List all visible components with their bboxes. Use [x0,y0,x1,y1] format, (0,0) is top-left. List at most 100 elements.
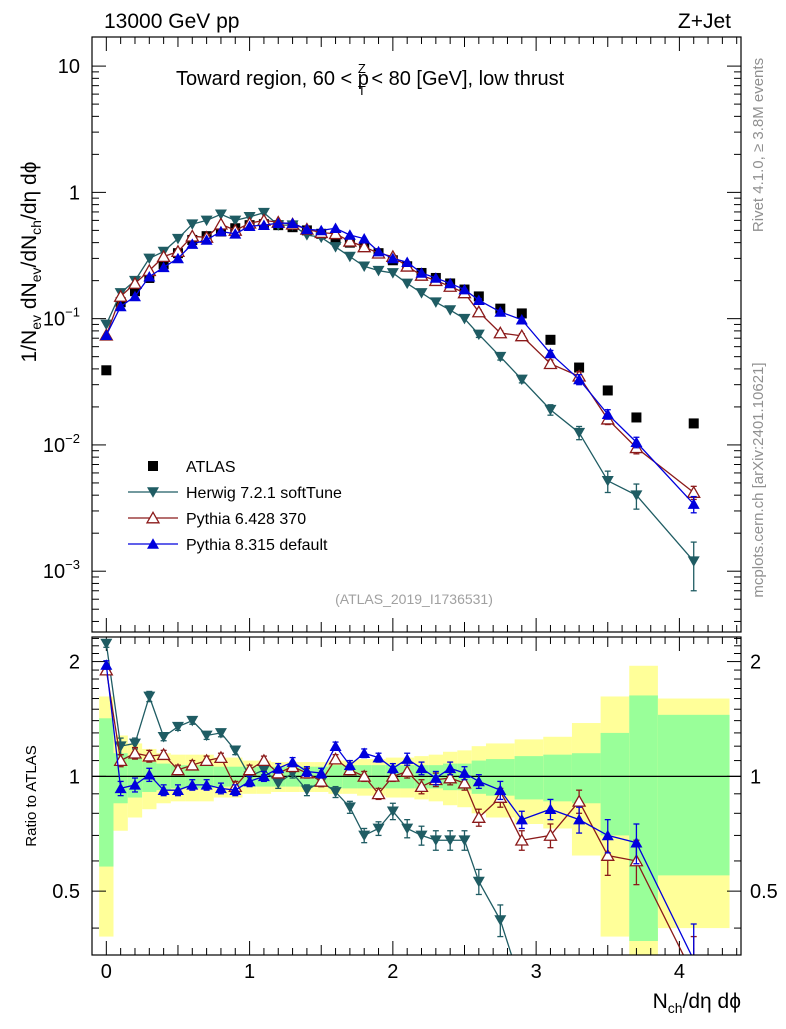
ratio-point-herwig-7-2-1-softtune [272,778,285,789]
ratio-point-pythia-8-315-default [343,759,356,770]
ratio-point-herwig-7-2-1-softtune [343,802,356,813]
ratio-point-pythia-8-315-default [372,751,385,763]
ratio-band-inner-bin [99,718,114,867]
main-point-pythia-8-315-default [329,222,342,234]
ratio-point-pythia-6-428-370 [457,776,472,789]
legend: ATLAS Herwig 7.2.1 softTune Pythia 6.428 3… [128,459,342,554]
ratio-point-pythia-8-315-default [386,762,399,774]
main-point-herwig-7-2-1-softtune [229,215,242,227]
ratio-point-pythia-8-315-default [458,767,471,778]
main-point-pythia-6-428-370 [543,356,558,370]
ratio-point-herwig-7-2-1-softtune [458,835,471,846]
x-axis-label: Nch/dη dϕ [653,990,741,1016]
ratio-point-pythia-8-315-default [573,813,586,825]
main-point-pythia-8-315-default [630,436,643,448]
ratio-line-herwig-7-2-1-softtune [105,643,513,955]
ratio-point-herwig-7-2-1-softtune [372,823,385,835]
ratio-point-pythia-6-428-370 [199,753,214,767]
ratio-point-pythia-8-315-default [229,784,242,795]
ratio-point-pythia-6-428-370 [156,747,171,761]
main-point-atlas [101,365,112,376]
main-point-atlas [545,334,556,345]
main-point-herwig-7-2-1-softtune [171,233,184,245]
ratio-point-pythia-6-428-370 [443,771,458,784]
x-tick-label: 1 [244,961,255,983]
ratio-y-tick-label-left: 2 [69,652,80,674]
ratio-point-pythia-6-428-370 [414,779,429,793]
ratio-point-pythia-6-428-370 [213,750,229,764]
main-point-herwig-7-2-1-softtune [472,329,485,341]
x-tick-label: 3 [531,961,542,983]
ratio-point-pythia-6-428-370 [543,828,558,841]
ratio-point-pythia-6-428-370 [600,848,615,861]
ratio-point-pythia-8-315-default [315,767,328,778]
ratio-point-pythia-6-428-370 [357,769,372,782]
legend-marker-herwig-7-2-1-softtune [147,487,159,498]
main-y-tick-label: 1 [69,182,80,204]
ratio-y-tick-label-right: 1 [750,766,761,788]
ratio-point-pythia-6-428-370 [328,752,343,765]
main-point-pythia-8-315-default [343,229,356,240]
main-point-pythia-6-428-370 [471,304,486,318]
ratio-y-tick-label-right: 0.5 [750,881,778,903]
ratio-point-pythia-8-315-default [157,784,170,795]
ratio-point-herwig-7-2-1-softtune [257,765,270,776]
main-point-atlas [602,385,613,396]
main-point-pythia-8-315-default [186,238,199,249]
main-point-atlas [631,412,642,423]
main-point-pythia-8-315-default [272,217,285,229]
main-y-tick-label: 10 [58,56,80,78]
legend-marker-atlas [148,461,158,471]
ratio-point-herwig-7-2-1-softtune [128,738,141,750]
main-point-pythia-8-315-default [157,261,170,273]
main-ticks: 10−3 10−2 10−1 1 10 [43,37,741,632]
main-point-herwig-7-2-1-softtune [257,207,270,219]
ratio-point-herwig-7-2-1-softtune [100,638,113,650]
ratio-point-pythia-8-315-default [429,772,442,783]
ratio-panel: 0.5 0.5 1 1 2 2 0 1 2 3 4 Ratio to ATLAS Nch/dη dϕ [23,636,778,1016]
ratio-point-pythia-8-315-default [515,813,528,825]
main-point-pythia-8-315-default [100,329,113,340]
main-point-herwig-7-2-1-softtune [444,305,457,316]
ratio-y-axis-label: Ratio to ATLAS [23,745,40,846]
main-point-pythia-8-315-default [200,234,213,245]
main-point-herwig-7-2-1-softtune [214,209,227,221]
main-point-herwig-7-2-1-softtune [343,251,356,263]
ratio-point-pythia-6-428-370 [385,769,400,782]
ratio-point-herwig-7-2-1-softtune [358,830,371,842]
ratio-band-inner-bin [657,714,730,876]
ratio-point-herwig-7-2-1-softtune [401,823,414,835]
ratio-point-herwig-7-2-1-softtune [494,915,507,926]
main-point-pythia-8-315-default [544,347,557,359]
main-point-pythia-8-315-default [257,219,270,230]
main-point-herwig-7-2-1-softtune [687,556,700,567]
ratio-point-pythia-8-315-default [114,782,127,794]
ratio-point-pythia-8-315-default [143,769,156,780]
main-point-pythia-8-315-default [573,373,586,385]
ratio-band-inner-bin [543,754,572,802]
energy-label: 13000 GeV pp [104,10,239,33]
ratio-point-pythia-8-315-default [186,779,199,790]
process-label: Z+Jet [678,10,731,33]
main-point-atlas [574,362,585,373]
main-y-tick-label: 10−2 [43,431,80,457]
ratio-point-pythia-8-315-default [171,784,184,795]
main-point-herwig-7-2-1-softtune [630,490,643,501]
main-point-pythia-6-428-370 [357,239,372,253]
plot-title-pre: Toward region, 60 < p [176,68,369,90]
ratio-point-pythia-8-315-default [693,954,695,955]
ratio-point-pythia-6-428-370 [571,794,587,807]
main-series [99,207,701,592]
ratio-point-pythia-6-428-370 [400,764,415,777]
ratio-point-herwig-7-2-1-softtune [415,830,428,842]
rivet-label: Rivet 4.1.0, ≥ 3.8M events [750,58,767,232]
ratio-point-herwig-7-2-1-softtune [200,730,213,742]
plot-title-sub: T [358,83,366,98]
ratio-point-herwig-7-2-1-softtune [386,806,399,817]
ratio-point-pythia-6-428-370 [170,762,186,776]
ratio-y-tick-label-left: 0.5 [52,881,80,903]
main-point-herwig-7-2-1-softtune [100,319,113,331]
ratio-point-pythia-6-428-370 [185,758,200,771]
main-point-pythia-8-315-default [286,217,299,229]
